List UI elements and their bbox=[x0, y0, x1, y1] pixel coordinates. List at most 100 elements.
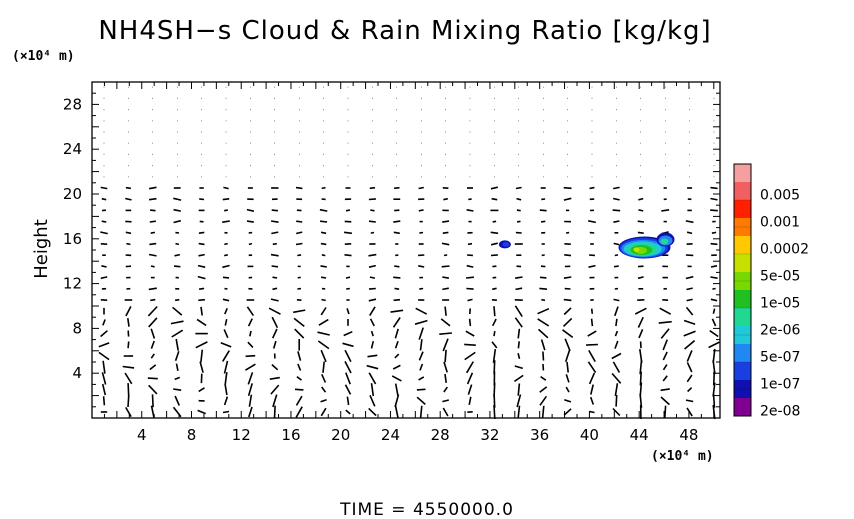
vector-arrow bbox=[147, 377, 158, 380]
vector-arrow bbox=[248, 394, 253, 407]
vector-arrow bbox=[710, 276, 718, 279]
vector-arrow bbox=[491, 197, 498, 201]
vector-arrow bbox=[686, 298, 693, 302]
vector-arrow bbox=[540, 220, 546, 223]
vector-arrow bbox=[394, 405, 399, 419]
colorbar-swatch bbox=[734, 398, 751, 417]
vector-arrow bbox=[710, 186, 718, 190]
vector-arrow bbox=[589, 410, 595, 414]
vector-arrow bbox=[539, 395, 548, 406]
vector-arrow bbox=[588, 350, 596, 362]
vector-arrow bbox=[662, 339, 668, 351]
vector-arrow bbox=[442, 276, 450, 279]
vector-arrow bbox=[150, 298, 156, 302]
vector-arrow bbox=[321, 186, 326, 190]
y-tick-label: 28 bbox=[63, 95, 82, 113]
vector-arrow bbox=[394, 353, 400, 359]
vector-arrow bbox=[710, 298, 718, 302]
vector-arrow bbox=[392, 364, 401, 370]
vector-arrow bbox=[686, 362, 693, 373]
vector-arrow bbox=[149, 220, 156, 223]
vector-arrow bbox=[514, 365, 524, 370]
vector-arrow bbox=[98, 351, 110, 361]
vector-arrow bbox=[565, 374, 570, 383]
vector-arrow bbox=[368, 407, 377, 417]
vector-arrow bbox=[174, 395, 181, 406]
vector-arrow bbox=[444, 373, 447, 383]
vector-arrow bbox=[125, 186, 131, 190]
vector-arrow bbox=[222, 276, 230, 279]
vector-arrow bbox=[368, 298, 377, 302]
vector-arrow bbox=[245, 354, 256, 358]
vector-arrow bbox=[562, 329, 574, 339]
y-unit-label: (×10⁴ m) bbox=[12, 49, 75, 64]
vector-arrow bbox=[295, 242, 303, 246]
vector-arrow bbox=[296, 231, 303, 235]
vector-arrow bbox=[639, 371, 642, 386]
vector-arrow bbox=[297, 351, 302, 361]
vector-arrow bbox=[418, 327, 424, 340]
vector-arrow bbox=[394, 383, 399, 396]
y-tick-label: 16 bbox=[63, 230, 82, 248]
vector-arrow bbox=[321, 386, 327, 393]
vector-arrow bbox=[173, 388, 182, 391]
vector-arrow bbox=[517, 353, 521, 359]
vector-arrow bbox=[638, 209, 644, 212]
vector-arrow bbox=[394, 287, 400, 290]
vector-arrow bbox=[563, 307, 572, 316]
vector-arrow bbox=[268, 307, 281, 315]
vector-arrow bbox=[590, 384, 594, 395]
vector-arrow bbox=[492, 287, 497, 291]
vector-arrow bbox=[270, 220, 279, 223]
vector-arrow bbox=[368, 264, 376, 268]
vector-arrow bbox=[393, 231, 400, 235]
colorbar-swatch bbox=[734, 200, 751, 219]
vector-arrow bbox=[272, 276, 278, 279]
colorbar-label: 0.005 bbox=[760, 188, 800, 204]
vector-arrow bbox=[615, 394, 618, 407]
vector-arrow bbox=[368, 372, 377, 385]
vector-arrow bbox=[224, 319, 228, 326]
cloud-small-inner bbox=[502, 242, 510, 247]
vector-arrow bbox=[344, 384, 352, 395]
vector-arrow bbox=[344, 361, 352, 374]
vector-arrow bbox=[246, 220, 254, 223]
vector-arrow bbox=[612, 361, 621, 373]
vector-arrow bbox=[394, 394, 400, 408]
vector-arrow bbox=[711, 231, 717, 234]
vector-arrow bbox=[320, 399, 327, 403]
vector-arrow bbox=[613, 265, 619, 268]
vector-arrow bbox=[199, 361, 204, 373]
vector-arrow bbox=[419, 405, 423, 419]
vector-arrow bbox=[683, 330, 696, 337]
vector-arrow bbox=[394, 341, 399, 349]
vector-arrow bbox=[588, 220, 596, 224]
vector-arrow bbox=[367, 354, 378, 358]
vector-arrow bbox=[466, 209, 474, 212]
vector-arrow bbox=[100, 186, 108, 190]
x-tick-label: 44 bbox=[630, 426, 649, 444]
vector-arrow bbox=[589, 186, 595, 190]
vector-arrow bbox=[418, 351, 424, 361]
vector-arrow bbox=[127, 317, 130, 327]
vector-arrow bbox=[296, 376, 302, 381]
vector-arrow bbox=[174, 253, 181, 257]
vector-arrow bbox=[198, 298, 205, 302]
vector-arrow bbox=[492, 348, 497, 364]
vector-arrow bbox=[637, 316, 644, 328]
y-tick-label: 24 bbox=[63, 140, 82, 158]
vector-arrow bbox=[222, 198, 230, 201]
vector-arrow bbox=[687, 387, 693, 393]
vector-arrow bbox=[272, 340, 277, 349]
vector-arrow bbox=[222, 220, 230, 223]
vector-arrow bbox=[98, 342, 110, 348]
vector-arrow bbox=[368, 220, 376, 223]
vector-arrow bbox=[322, 361, 325, 373]
vector-arrow bbox=[712, 382, 716, 397]
vector-arrow bbox=[293, 317, 305, 328]
colorbar-label: 2e-08 bbox=[760, 404, 800, 420]
vector-arrow bbox=[224, 307, 228, 315]
vector-arrow bbox=[269, 376, 280, 380]
vector-arrow bbox=[172, 406, 182, 418]
